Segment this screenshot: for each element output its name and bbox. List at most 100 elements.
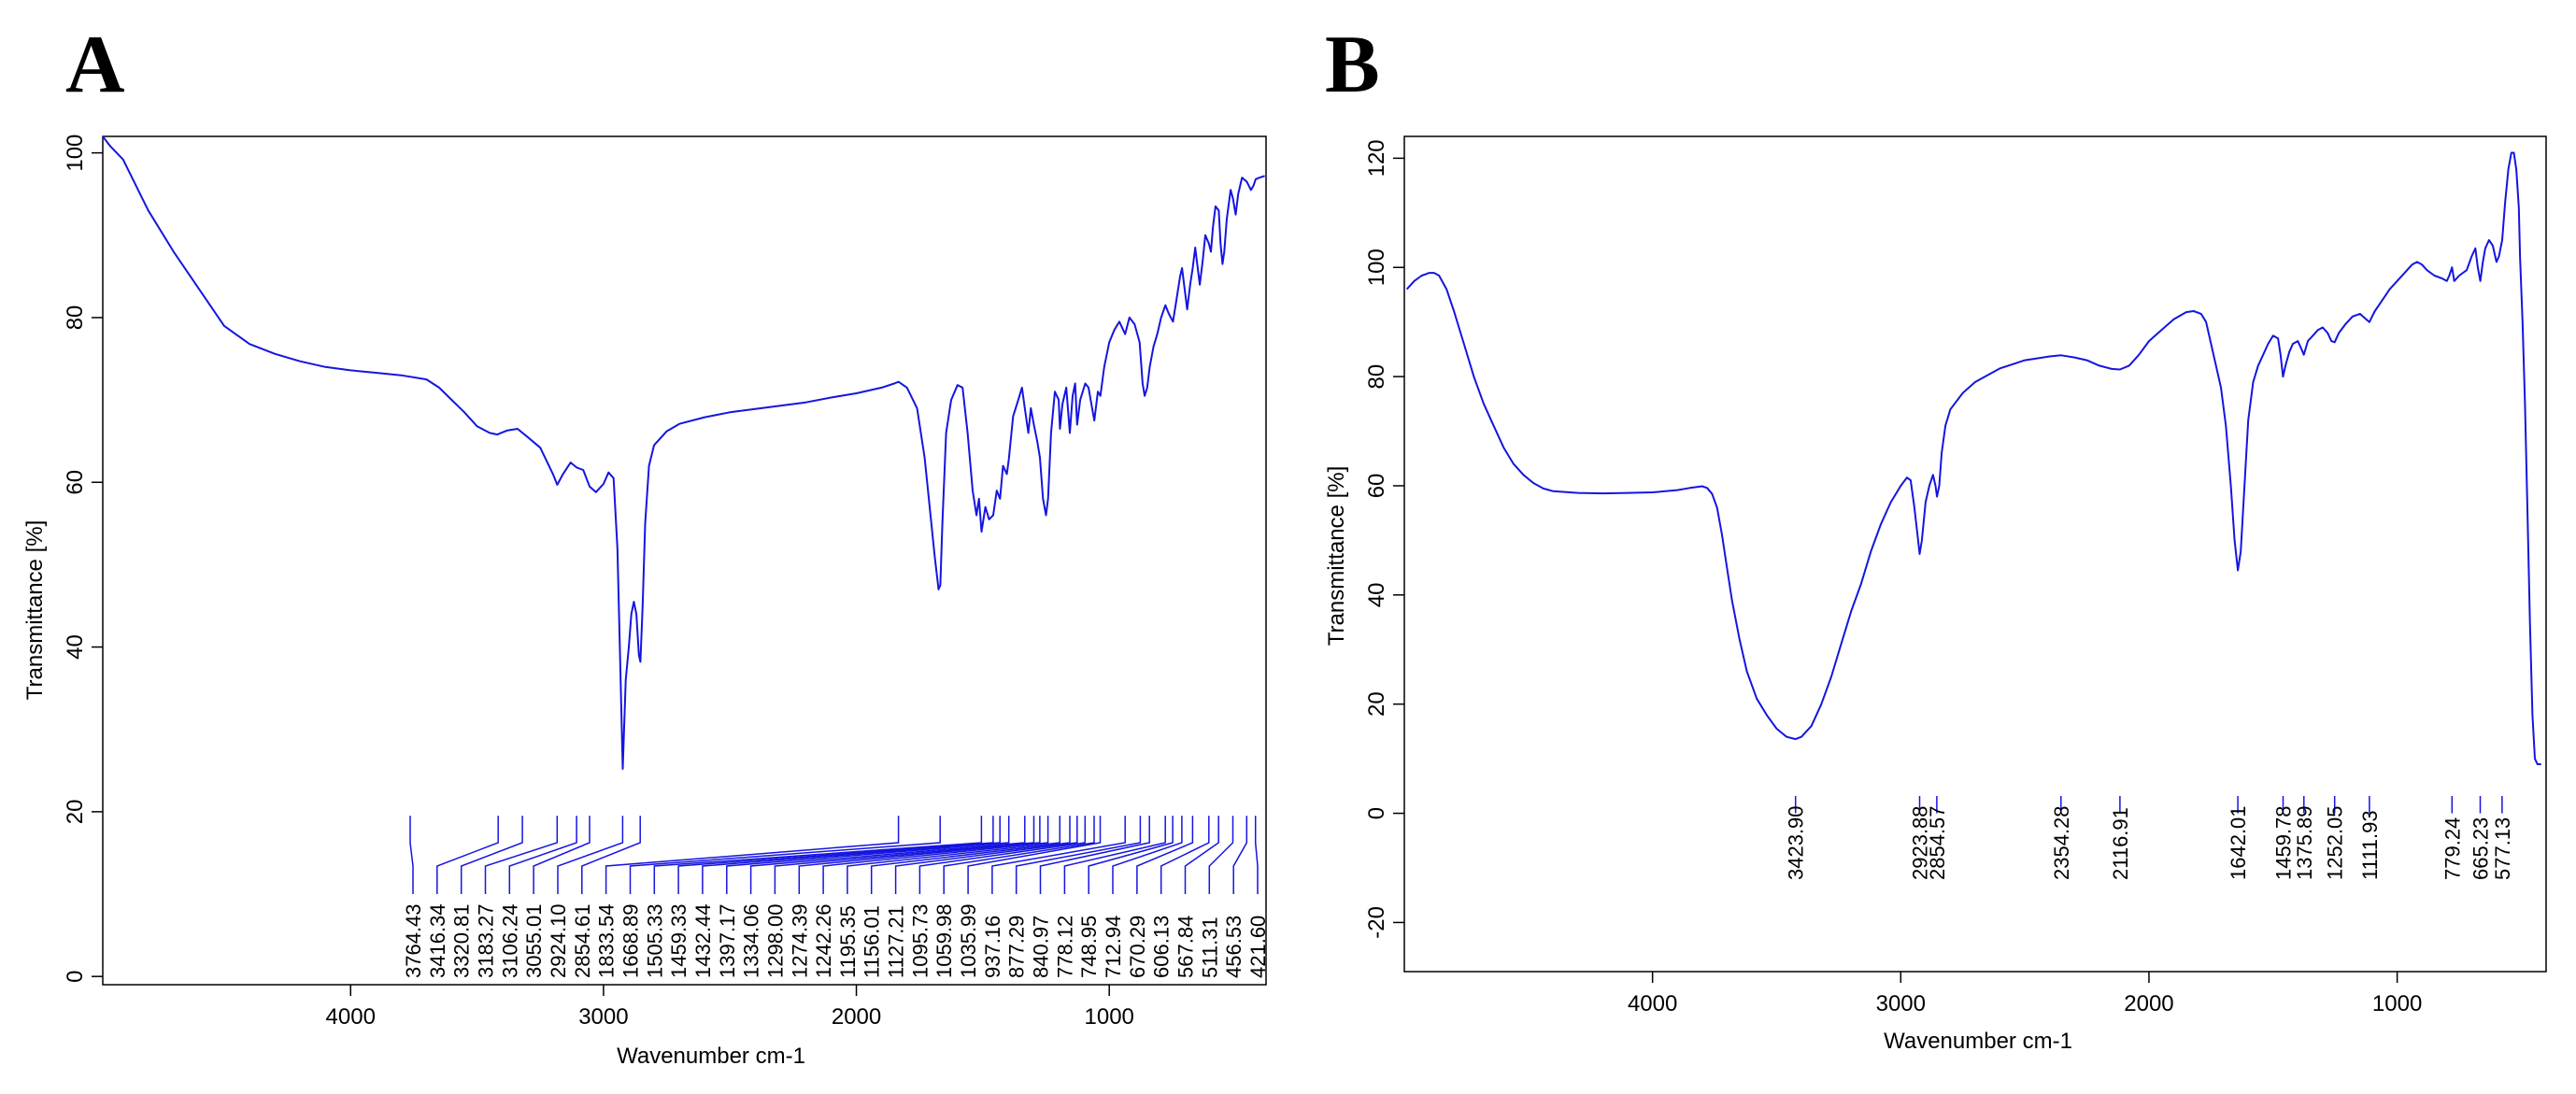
y-tick-label-a: 80 [63,305,88,331]
y-tick-label-b: 40 [1364,582,1389,607]
y-tick-label-b: 80 [1364,364,1389,390]
peak-marker-a [409,816,414,894]
x-tick-label-a: 2000 [832,1004,881,1030]
peak-label-a: 1833.54 [595,903,619,978]
peak-label-b: 3423.90 [1785,805,1808,880]
peak-label-a: 877.29 [1005,916,1029,978]
peak-marker-a [1254,816,1259,894]
peak-marker-a [557,816,624,894]
x-tick-label-b: 3000 [1876,991,1926,1016]
y-axis-title-a: Transmittance [%] [22,520,48,701]
panel-label-b: B [1325,20,1380,110]
peak-marker-a [484,816,559,894]
peak-label-a: 670.29 [1126,916,1149,978]
spectrum-line-b [1405,151,2541,765]
peak-label-a: 1059.98 [932,903,956,978]
peak-marker-a [822,816,1049,894]
peak-label-a: 3183.27 [475,903,498,978]
peak-marker-a [653,816,983,894]
peak-label-a: 3416.34 [426,903,449,978]
peak-label-b: 2116.91 [2109,807,2132,880]
peak-marker-a [749,816,1026,894]
peak-label-a: 1195.35 [836,905,860,978]
peak-label-a: 1334.06 [740,903,763,978]
x-axis-title-b: Wavenumber cm-1 [1884,1029,2072,1054]
peak-label-b: 1111.93 [2358,810,2382,880]
peak-marker-a [436,816,499,894]
peak-label-b: 2354.28 [2050,805,2073,880]
peak-label-a: 1397.17 [716,903,739,978]
peak-label-b: 665.23 [2469,817,2493,880]
peak-label-a: 511.31 [1198,916,1221,978]
plot-frame-a [102,135,1267,986]
peak-marker-a [677,816,994,894]
peak-label-b: 1252.05 [2324,805,2347,880]
peak-label-a: 606.13 [1150,916,1174,978]
peak-marker-a [847,816,1061,894]
y-tick-label-a: 20 [63,800,88,825]
peak-marker-a [894,816,1078,894]
peak-label-a: 3320.81 [450,903,474,978]
peak-marker-a [702,816,1001,894]
peak-marker-a [870,816,1071,894]
peak-label-b: 577.13 [2491,817,2514,880]
chart-b: Transmittance [%] Wavenumber cm-1 -20 0 20… [1324,135,2547,1054]
peak-label-a: 778.12 [1053,916,1076,978]
peak-label-a: 1095.73 [908,903,932,978]
peak-label-a: 3106.24 [498,903,521,978]
y-tick-label-a: 0 [63,971,88,983]
plot-frame-b [1403,135,2547,973]
x-axis-title-a: Wavenumber cm-1 [617,1044,805,1069]
y-tick-label-a: 60 [63,470,88,495]
peak-label-a: 3055.01 [522,903,546,978]
peak-label-a: 1459.33 [667,903,690,978]
peak-label-a: 1035.99 [957,903,980,978]
peak-label-a: 3764.43 [402,903,425,978]
peak-marker-a [1208,816,1234,894]
peak-label-a: 456.53 [1222,916,1245,978]
peak-marker-a [943,816,1095,894]
peak-marker-a [605,816,900,894]
peak-label-a: 567.84 [1174,916,1198,978]
peak-label-a: 1432.44 [691,903,715,978]
peak-label-a: 1668.89 [619,903,643,978]
x-tick-label-a: 1000 [1085,1004,1134,1030]
peak-marker-a [1184,816,1219,894]
peak-label-b: 1459.78 [2272,805,2296,880]
y-axis-title-b: Transmittance [%] [1324,466,1349,646]
peak-label-a: 840.97 [1030,916,1053,978]
x-tick-label-b: 4000 [1628,991,1677,1016]
x-tick-label-a: 3000 [578,1004,628,1030]
peak-label-a: 2924.10 [547,903,570,978]
peak-marker-a [967,816,1102,894]
peak-label-a: 1298.00 [763,903,787,978]
peak-label-b: 2923.88 [1909,805,1932,880]
peak-marker-a [918,816,1087,894]
peak-marker-a [581,816,641,894]
x-tick-label-b: 2000 [2124,991,2173,1016]
y-tick-label-b: 100 [1364,249,1389,286]
peak-marker-a [533,816,591,894]
y-tick-label-b: 120 [1364,139,1389,177]
peak-label-a: 712.94 [1102,916,1125,978]
peak-label-b: 2854.57 [1926,805,1949,880]
y-tick-label-a: 40 [63,634,88,660]
peak-label-b: 1642.01 [2227,805,2250,880]
peak-marker-a [1160,816,1210,894]
peak-marker-a [726,816,1010,894]
peak-marker-a [460,816,523,894]
peak-marker-a [1063,816,1166,894]
y-tick-label-b: 60 [1364,474,1389,499]
peak-marker-a [1039,816,1150,894]
peak-marker-a [991,816,1126,894]
peak-marker-a [1015,816,1142,894]
peak-label-a: 421.60 [1246,916,1270,978]
peak-marker-a [798,816,1041,894]
y-tick-label-b: 0 [1364,807,1389,819]
peak-label-b: 779.24 [2441,817,2464,880]
peak-marker-a [508,816,577,894]
y-tick-label-b: 20 [1364,691,1389,717]
spectrum-line-a [102,135,1265,770]
peak-label-a: 1505.33 [643,903,666,978]
